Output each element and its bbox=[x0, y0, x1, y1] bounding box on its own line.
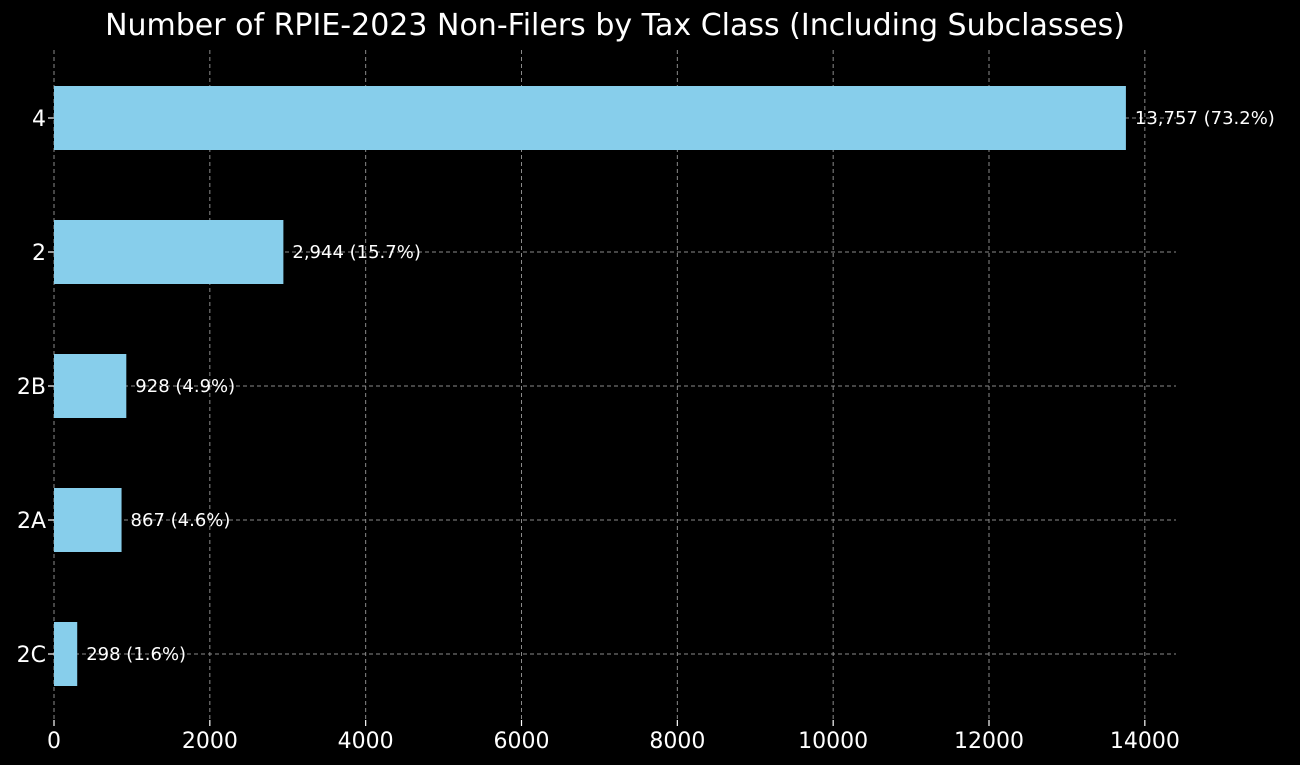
bar-4 bbox=[54, 86, 1126, 150]
data-label: 13,757 (73.2%) bbox=[1135, 108, 1275, 129]
y-tick-label: 4 bbox=[32, 107, 46, 132]
x-tick-label: 0 bbox=[47, 729, 61, 754]
y-tick-label: 2 bbox=[32, 241, 46, 266]
data-label: 867 (4.6%) bbox=[131, 510, 231, 531]
y-tick-label: 2A bbox=[17, 509, 46, 534]
x-tick-label: 4000 bbox=[338, 729, 394, 754]
x-tick-label: 8000 bbox=[649, 729, 705, 754]
x-tick-label: 2000 bbox=[182, 729, 238, 754]
bar-2b bbox=[54, 354, 127, 418]
data-label: 2,944 (15.7%) bbox=[292, 242, 420, 263]
y-tick-label: 2B bbox=[17, 375, 46, 400]
y-axis: 4 2 2B 2A 2C bbox=[17, 107, 54, 668]
data-label-layer: 13,757 (73.2%) 2,944 (15.7%) 928 (4.9%) 867… bbox=[86, 108, 1275, 665]
bar-2c bbox=[54, 622, 78, 686]
x-axis: 0 2000 4000 6000 8000 10000 12000 14000 bbox=[47, 720, 1180, 754]
x-tick-label: 10000 bbox=[798, 729, 868, 754]
bar-2 bbox=[54, 220, 284, 284]
x-tick-label: 6000 bbox=[494, 729, 550, 754]
x-tick-label: 12000 bbox=[954, 729, 1024, 754]
data-label: 298 (1.6%) bbox=[86, 644, 186, 665]
chart-title: Number of RPIE-2023 Non-Filers by Tax Cl… bbox=[105, 8, 1125, 43]
y-tick-label: 2C bbox=[17, 643, 46, 668]
data-label: 928 (4.9%) bbox=[135, 376, 235, 397]
x-tick-label: 14000 bbox=[1110, 729, 1180, 754]
bar-2a bbox=[54, 488, 122, 552]
bar-layer bbox=[54, 86, 1126, 686]
